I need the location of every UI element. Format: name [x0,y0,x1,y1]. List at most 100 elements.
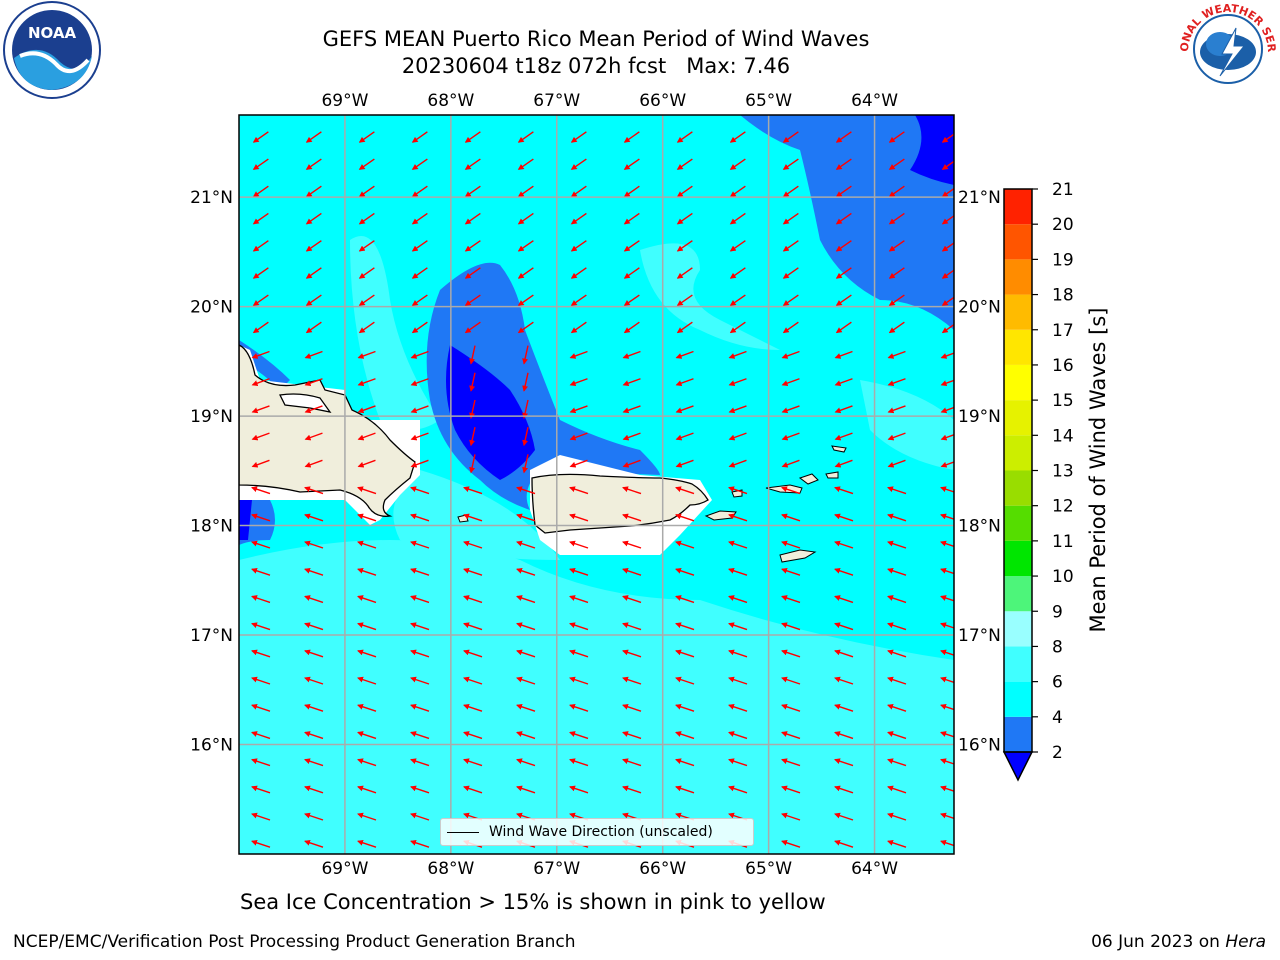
wind-arrow [675,513,695,522]
colorbar-band [1004,400,1032,436]
wind-arrow [622,405,641,414]
wind-arrow [516,513,536,522]
wind-arrow [675,649,695,658]
wind-arrow [463,785,483,794]
wind-arrow [251,540,271,549]
legend-label: Wind Wave Direction (unscaled) [489,824,713,840]
wind-arrow [569,758,589,767]
wind-arrow [357,785,377,794]
map-title: GEFS MEAN Puerto Rico Mean Period of Win… [322,27,870,51]
wind-arrow [469,372,476,392]
wind-arrow [781,785,801,794]
lon-label-bottom: 64°W [851,859,898,879]
wind-arrow [304,758,324,767]
wind-arrow [304,839,324,848]
lat-label-right: 19°N [958,407,1001,427]
wind-arrow [570,212,587,225]
wind-arrow [888,158,905,170]
wind-arrow [304,459,323,468]
legend-line-swatch [447,831,479,833]
wind-arrow [623,321,640,334]
period-zone-2-4 [239,340,290,390]
wind-arrow [569,622,589,631]
wind-arrow [782,185,799,198]
wind-arrow [729,158,746,170]
wind-arrow [357,649,377,658]
wind-arrow [622,676,642,685]
wind-arrow [463,486,483,495]
wind-arrow [940,352,954,359]
wind-arrow [570,240,587,252]
wind-arrow [251,649,271,658]
wind-arrow [304,486,324,495]
wind-arrow [728,758,748,767]
wind-arrow [887,459,906,468]
wind-arrow [940,676,954,684]
wind-arrow [464,240,481,252]
wind-arrow [834,486,854,495]
wind-arrow [517,321,534,334]
wind-arrow [675,731,695,740]
wind-arrow [781,513,801,522]
lat-label-left: 19°N [190,407,233,427]
wind-arrow [410,731,430,740]
wind-arrow [941,160,954,170]
wind-arrow [622,731,642,740]
wind-arrow [305,185,322,198]
wind-arrow [516,785,536,794]
wind-arrow [516,731,536,740]
wind-arrow [887,540,907,549]
wind-arrow [675,350,694,359]
wind-arrow [410,703,430,712]
wind-arrow [569,513,589,522]
colorbar-band [1004,716,1032,752]
wind-arrow [357,758,377,767]
wind-arrow [304,649,324,658]
wind-arrow [675,758,695,767]
wind-arrow [835,267,852,279]
wind-arrow [464,321,481,334]
wind-arrow [728,622,748,631]
wind-arrow [411,321,428,334]
colorbar-tick-label: 14 [1052,426,1074,446]
wind-arrow [569,350,588,359]
wind-arrow [463,703,483,712]
wind-arrow [834,350,853,359]
wind-arrow [304,676,324,685]
colorbar-band [1004,681,1032,717]
wind-arrow [251,812,271,821]
wind-wave-arrows [251,131,954,848]
wind-arrow [570,158,587,170]
wind-arrow [304,350,323,359]
wind-arrow [410,405,429,414]
wind-arrow [675,432,694,441]
wind-arrow [887,676,907,685]
wind-arrow [305,158,322,170]
wind-arrow [463,595,483,604]
wind-arrow [517,131,534,143]
wind-arrow [676,321,693,334]
footer-branch: NCEP/EMC/Verification Post Processing Pr… [13,932,576,952]
wind-arrow [304,432,323,441]
wind-arrow [622,513,642,522]
wind-arrow [888,294,905,306]
period-zone-lt-2 [239,500,252,540]
wind-arrow [834,540,854,549]
colorbar-tick-label: 18 [1052,286,1074,306]
wind-arrow [251,378,270,386]
wind-arrow [940,649,954,656]
wind-arrow [252,158,269,170]
colorbar-ticks: 2 4 6 8 9 10 11 12 13 14 15 16 17 18 19 20 21 [1032,180,1074,763]
wind-arrow [675,703,695,712]
wind-arrow [304,378,323,386]
colorbar-tick-label: 12 [1052,497,1074,517]
wind-arrow [358,158,375,170]
wind-arrow [887,785,907,794]
colorbar-tick-label: 21 [1052,180,1074,200]
wind-arrow [517,267,534,279]
wind-arrow [516,622,536,631]
wind-arrow [410,676,430,685]
colorbar-underflow [1002,751,1034,782]
wind-arrow [834,676,854,685]
wind-arrow [622,459,641,468]
